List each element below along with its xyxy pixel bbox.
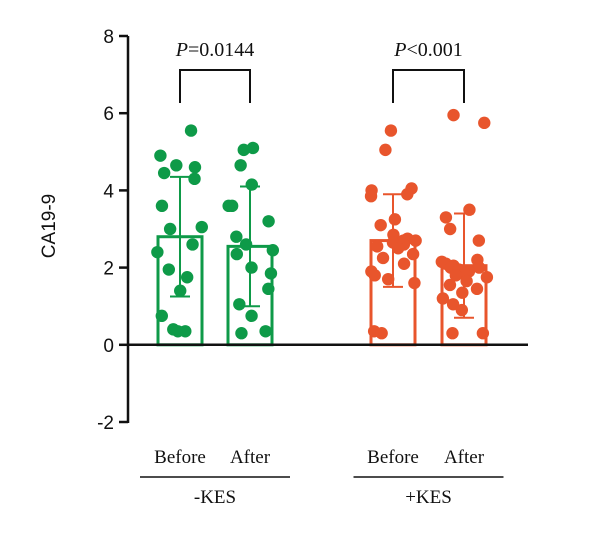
data-point (384, 124, 398, 137)
data-point (180, 271, 194, 284)
y-tick-label: 6 (103, 104, 114, 125)
bars-layer (156, 235, 488, 347)
data-point (408, 276, 421, 290)
data-point (379, 143, 392, 157)
data-point (460, 274, 473, 288)
data-point (478, 116, 491, 130)
p-symbol: P (393, 39, 406, 61)
y-tick-label: 2 (103, 259, 114, 280)
data-point (188, 161, 202, 174)
data-point (235, 327, 248, 340)
data-point (154, 149, 167, 162)
data-point (406, 247, 420, 261)
y-tick-label: 8 (103, 27, 114, 48)
significance-bracket (392, 69, 465, 103)
data-point (472, 234, 486, 247)
data-point (195, 220, 208, 234)
data-point (157, 166, 171, 180)
data-point (262, 215, 275, 228)
data-point (184, 124, 198, 137)
data-point (186, 238, 199, 251)
data-point (162, 263, 176, 276)
points-layer (151, 108, 494, 340)
data-point (234, 159, 247, 172)
p-value-text: <0.001 (406, 39, 462, 61)
data-point (375, 327, 388, 340)
data-point (259, 325, 272, 338)
data-point (439, 211, 453, 224)
data-point (447, 108, 460, 122)
data-point (409, 234, 422, 247)
data-point (374, 218, 387, 232)
data-point (230, 230, 243, 243)
data-point (470, 282, 484, 296)
data-point (480, 271, 494, 284)
y-axis-label: CA19-9 (39, 194, 60, 258)
error-bars-layer (170, 175, 474, 319)
data-point (472, 261, 486, 274)
data-point (443, 222, 457, 236)
data-point (262, 282, 275, 296)
data-point (245, 178, 258, 191)
data-point (443, 278, 457, 292)
data-point (237, 143, 250, 157)
data-point (446, 298, 460, 311)
x-category-label: Before (367, 447, 419, 468)
y-tick-label: 0 (103, 336, 114, 357)
data-point (264, 267, 278, 280)
data-point (188, 172, 201, 186)
data-point (245, 309, 258, 323)
y-tick-label: -2 (97, 413, 114, 434)
data-point (171, 325, 185, 338)
group-label: +KES (405, 487, 452, 508)
group-label: -KES (194, 487, 236, 508)
p-value-label: P=0.0144 (175, 39, 255, 61)
data-point (446, 327, 459, 340)
data-point (401, 188, 414, 201)
p-value-label: P<0.001 (393, 39, 463, 61)
x-category-label: After (444, 447, 485, 468)
axes-layer (119, 34, 528, 478)
data-point (449, 269, 463, 282)
data-point (266, 244, 280, 257)
data-point (364, 189, 378, 203)
data-point (397, 257, 411, 270)
data-point (170, 159, 183, 172)
p-value-text: =0.0144 (188, 39, 254, 61)
data-point (233, 298, 246, 311)
x-category-label: Before (154, 447, 206, 468)
data-point (222, 199, 235, 213)
data-point (155, 309, 168, 323)
data-point (370, 240, 384, 253)
data-point (391, 242, 405, 255)
data-point (246, 141, 260, 155)
data-point (368, 269, 381, 282)
y-tick-label: 4 (103, 181, 114, 202)
data-point (245, 261, 258, 274)
p-symbol: P (175, 39, 188, 61)
data-point (463, 203, 476, 216)
data-point (239, 238, 253, 251)
data-point (455, 303, 469, 317)
data-point (381, 272, 395, 286)
data-point (151, 245, 164, 259)
data-point (436, 292, 450, 305)
data-point (376, 251, 390, 265)
x-category-label: After (230, 447, 271, 468)
data-point (230, 247, 243, 261)
data-point (456, 286, 469, 299)
data-point (174, 284, 187, 297)
data-point (388, 213, 402, 226)
significance-bracket (179, 69, 251, 103)
data-point (163, 222, 177, 236)
data-point (155, 199, 169, 213)
data-point (476, 327, 490, 340)
